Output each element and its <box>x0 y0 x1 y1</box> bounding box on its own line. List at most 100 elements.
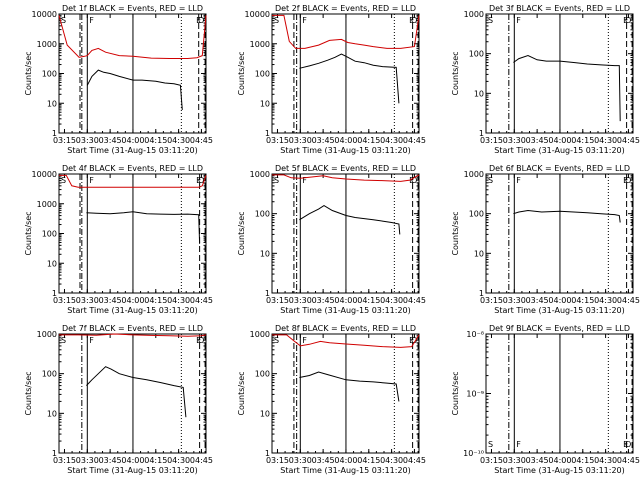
panel-det-7: Det 7f BLACK = Events, RED = LLD 1 10 100 10… <box>24 324 213 475</box>
y-tick-label: 1000 <box>464 10 484 19</box>
x-axis-label: Start Time (31-Aug-15 03:11:20) <box>280 146 411 155</box>
x-tick-label: 03:15 <box>480 136 503 145</box>
x-axis-label: Start Time (31-Aug-15 03:11:20) <box>494 306 625 315</box>
y-axis-label: Counts/sec <box>237 371 246 415</box>
x-tick-label: 04:00 <box>121 136 144 145</box>
y-tick-label: 1000 <box>37 40 57 49</box>
panel-det-1: Det 1f BLACK = Events, RED = LLD 1 10 100 10… <box>24 4 213 155</box>
event-flag-o: O <box>625 440 631 449</box>
event-flag-f: F <box>302 176 307 185</box>
x-axis-label: Start Time (31-Aug-15 03:11:20) <box>280 306 411 315</box>
event-flag-o: O <box>411 176 417 185</box>
x-tick-label: 03:45 <box>526 296 549 305</box>
x-tick-label: 04:45 <box>403 456 426 465</box>
x-tick-label: 04:00 <box>121 456 144 465</box>
events-series-line <box>86 366 187 418</box>
y-tick-label: 1000 <box>250 330 270 339</box>
event-flag-s: S <box>274 336 279 345</box>
x-axis-label: Start Time (31-Aug-15 03:11:20) <box>494 466 625 475</box>
x-tick-label: 04:15 <box>571 456 594 465</box>
x-tick-label: 03:45 <box>312 296 335 305</box>
y-tick-label: 1 <box>52 449 57 458</box>
event-flag-e: E <box>196 16 201 25</box>
events-series-line <box>86 69 183 110</box>
x-tick-label: 04:45 <box>403 296 426 305</box>
y-tick-label: 1000 <box>37 200 57 209</box>
panel-title: Det 2f BLACK = Events, RED = LLD <box>275 4 416 13</box>
y-tick-label: 100 <box>42 70 57 79</box>
y-tick-label: 10 <box>474 249 484 258</box>
x-tick-label: 03:30 <box>289 456 312 465</box>
event-flag-s: S <box>488 440 493 449</box>
panel-det-3: Det 3f BLACK = Events, RED = LLD 1 10 100 10… <box>451 4 640 155</box>
event-flag-o: O <box>198 176 204 185</box>
x-axis-label: Start Time (31-Aug-15 03:11:20) <box>67 306 198 315</box>
event-flag-s: S <box>61 176 66 185</box>
event-flag-e: E <box>409 176 414 185</box>
x-tick-label: 03:30 <box>289 136 312 145</box>
y-tick-label: 100 <box>42 370 57 379</box>
x-tick-label: 04:00 <box>334 456 357 465</box>
y-tick-label: 1000 <box>464 170 484 179</box>
y-axis-label: Counts/sec <box>24 51 33 95</box>
y-tick-label: 100 <box>469 50 484 59</box>
y-tick-label: 10⁻⁸ <box>466 330 484 339</box>
x-tick-label: 03:45 <box>99 296 122 305</box>
events-series-line <box>299 53 400 104</box>
panel-det-6: Det 6f BLACK = Events, RED = LLD 1 10 100 10… <box>451 164 640 315</box>
x-tick-label: 03:30 <box>503 456 526 465</box>
x-tick-label: 04:45 <box>617 296 640 305</box>
x-tick-label: 03:30 <box>503 136 526 145</box>
event-flag-f: F <box>516 176 521 185</box>
event-flag-o: O <box>411 16 417 25</box>
x-tick-label: 03:45 <box>312 136 335 145</box>
x-tick-label: 04:45 <box>617 456 640 465</box>
event-flag-e: E <box>409 16 414 25</box>
x-tick-label: 04:30 <box>167 456 190 465</box>
event-flag-f: F <box>89 16 94 25</box>
y-tick-label: 100 <box>42 230 57 239</box>
x-tick-label: 04:00 <box>548 456 571 465</box>
x-tick-label: 04:15 <box>144 136 167 145</box>
event-flag-e: E <box>623 176 628 185</box>
y-tick-label: 1000 <box>250 170 270 179</box>
x-tick-label: 04:45 <box>617 136 640 145</box>
y-tick-label: 1000 <box>250 40 270 49</box>
event-flag-f: F <box>302 336 307 345</box>
x-tick-label: 03:15 <box>266 296 289 305</box>
x-tick-label: 03:45 <box>99 456 122 465</box>
event-flag-o: O <box>625 176 631 185</box>
y-tick-label: 10⁻⁹ <box>466 390 484 399</box>
y-axis-label: Counts/sec <box>237 51 246 95</box>
y-tick-label: 100 <box>255 70 270 79</box>
event-flag-f: F <box>89 336 94 345</box>
panel-title: Det 4f BLACK = Events, RED = LLD <box>62 164 203 173</box>
x-tick-label: 04:15 <box>571 136 594 145</box>
panel-det-2: Det 2f BLACK = Events, RED = LLD 1 10 100 10… <box>237 4 426 155</box>
x-tick-label: 04:15 <box>144 296 167 305</box>
event-flag-s: S <box>274 16 279 25</box>
y-tick-label: 10000 <box>32 170 57 179</box>
panel-title: Det 3f BLACK = Events, RED = LLD <box>489 4 630 13</box>
y-tick-label: 1 <box>52 289 57 298</box>
x-tick-label: 04:30 <box>167 136 190 145</box>
x-tick-label: 04:00 <box>548 296 571 305</box>
lld-series-line <box>59 333 207 337</box>
x-tick-label: 04:45 <box>190 296 213 305</box>
y-axis-label: Counts/sec <box>237 211 246 255</box>
y-tick-label: 10000 <box>32 10 57 19</box>
x-tick-label: 03:15 <box>480 456 503 465</box>
events-series-line <box>299 371 400 402</box>
panel-det-9: Det 9f BLACK = Events, RED = LLD 10⁻¹⁰ 10⁻… <box>451 324 640 475</box>
y-tick-label: 10 <box>260 409 270 418</box>
event-flag-e: E <box>623 440 628 449</box>
x-tick-label: 03:15 <box>480 296 503 305</box>
x-tick-label: 03:30 <box>76 136 99 145</box>
event-flag-f: F <box>516 440 521 449</box>
x-tick-label: 03:30 <box>76 296 99 305</box>
panel-title: Det 1f BLACK = Events, RED = LLD <box>62 4 203 13</box>
events-series-line <box>513 209 621 223</box>
y-axis-label: Counts/sec <box>24 211 33 255</box>
y-tick-label: 1000 <box>37 330 57 339</box>
